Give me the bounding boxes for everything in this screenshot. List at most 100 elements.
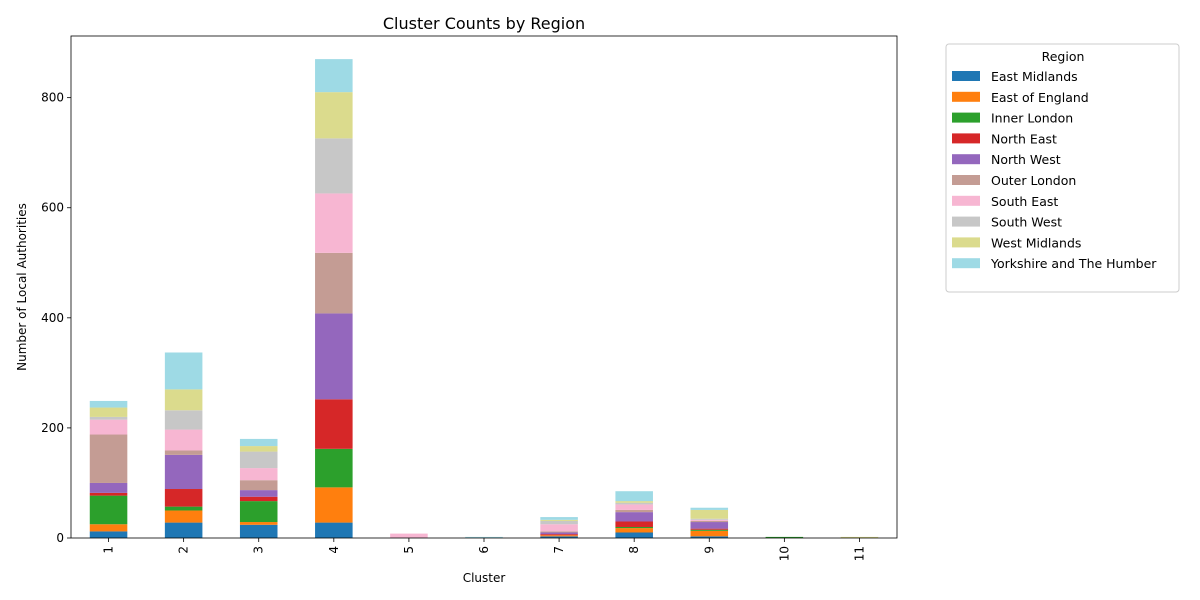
legend-swatch [952, 195, 980, 206]
x-tick-label: 1 [102, 546, 116, 554]
bar-segment [315, 399, 353, 449]
bar-segment [239, 490, 278, 497]
bar-segment [615, 526, 653, 529]
bar-segment [690, 530, 729, 537]
bar-segment [615, 532, 653, 538]
bar-segment [540, 536, 578, 538]
legend-swatch [952, 91, 980, 102]
bar-segment [239, 438, 278, 447]
bar-segment [615, 512, 653, 522]
bar-segment [615, 528, 653, 533]
legend-label: Yorkshire and The Humber [990, 256, 1157, 271]
plot-frame [70, 35, 898, 539]
legend-label: South East [991, 194, 1058, 209]
y-tick-label: 0 [56, 531, 64, 545]
bar-segment [690, 509, 729, 519]
bar-segment [239, 468, 278, 481]
bar-segment [89, 492, 128, 496]
bar-segment [164, 410, 203, 430]
bar-segment [89, 531, 128, 538]
bar-segment [615, 504, 653, 510]
legend-label: East of England [991, 90, 1089, 105]
x-tick-label: 11 [852, 546, 866, 561]
bar-segment [540, 532, 578, 535]
bar-segment [315, 59, 353, 93]
x-tick-label: 5 [402, 546, 416, 554]
legend-label: North West [991, 152, 1061, 167]
legend-title: Region [1042, 49, 1085, 64]
legend-swatch [952, 237, 980, 248]
y-tick-label: 400 [41, 311, 64, 325]
bar-segment [239, 451, 278, 469]
bar-segment [690, 520, 729, 523]
bar-segment [690, 536, 729, 538]
bar-segment [690, 529, 729, 531]
bar-segment [164, 510, 203, 523]
bar-segment [540, 520, 578, 525]
x-tick-label: 10 [777, 546, 791, 561]
bar-segment [315, 92, 353, 139]
x-tick-label: 6 [477, 546, 491, 554]
legend-swatch [952, 154, 980, 165]
legend-swatch [952, 71, 980, 81]
bar-segment [615, 521, 653, 527]
x-tick-label: 3 [252, 546, 266, 554]
bar-segment [89, 416, 128, 420]
bar-segment [164, 352, 203, 390]
bar-segment [540, 519, 578, 521]
bar-segment [315, 138, 353, 194]
bar-segment [615, 509, 653, 513]
y-axis-ticks: 0 200 400 600 800 [41, 91, 71, 545]
bar-segment [315, 522, 353, 538]
bar-segment [89, 482, 128, 493]
x-tick-label: 2 [177, 546, 191, 554]
bar-segment [239, 446, 278, 452]
bar-segment [89, 419, 128, 435]
bars-layer [89, 59, 879, 538]
legend-label: South West [991, 215, 1062, 230]
bar-segment [164, 489, 203, 507]
x-tick-label: 4 [327, 546, 341, 554]
bar-segment [164, 429, 203, 451]
bar-segment [540, 524, 578, 532]
bar-segment [89, 400, 128, 408]
x-tick-label: 8 [627, 546, 641, 554]
bar-segment [89, 434, 128, 483]
bar-segment [690, 518, 729, 520]
bar-segment [239, 501, 278, 523]
bar-segment [315, 313, 353, 400]
bar-segment [540, 534, 578, 536]
y-tick-label: 800 [41, 91, 64, 105]
y-axis-label: Number of Local Authorities [15, 203, 29, 371]
bar-segment [615, 501, 653, 503]
y-tick-label: 200 [41, 421, 64, 435]
bar-segment [239, 496, 278, 502]
bar-segment [89, 407, 128, 417]
bar-segment [465, 536, 503, 538]
bar-segment [690, 519, 729, 521]
bar-segment [690, 507, 729, 510]
bar-segment [540, 531, 578, 533]
chart-title: Cluster Counts by Region [383, 14, 585, 33]
legend-label: Inner London [991, 111, 1073, 126]
bar-segment [164, 506, 203, 511]
bar-segment [239, 522, 278, 525]
bar-segment [315, 252, 353, 314]
legend-label: Outer London [991, 173, 1076, 188]
bar-segment [390, 533, 428, 538]
x-axis-label: Cluster [463, 571, 506, 585]
bar-segment [615, 491, 653, 502]
bar-segment [315, 487, 353, 523]
legend-label: West Midlands [991, 235, 1081, 250]
bar-segment [615, 502, 653, 505]
bar-segment [164, 389, 203, 411]
bar-segment [690, 528, 729, 530]
legend-swatch [952, 216, 980, 227]
bar-segment [690, 522, 729, 529]
legend-frame [945, 43, 1180, 293]
x-tick-label: 9 [702, 546, 716, 554]
bar-segment [840, 536, 879, 538]
x-tick-label: 7 [552, 546, 566, 554]
x-axis-ticks: 1 2 3 4 5 6 7 8 9 10 11 [102, 538, 866, 561]
